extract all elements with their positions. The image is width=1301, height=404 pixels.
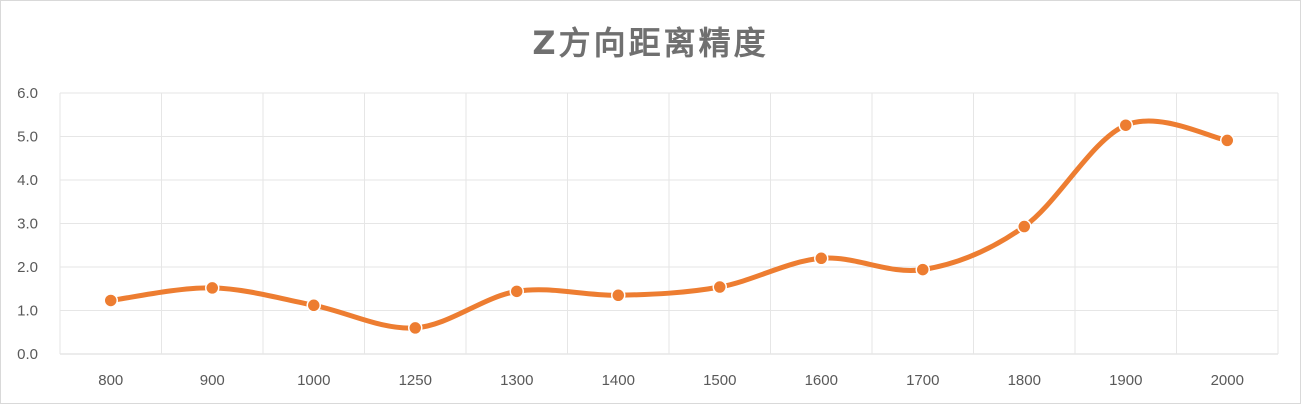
y-tick-label: 5.0 xyxy=(17,129,38,146)
y-tick-label: 2.0 xyxy=(17,259,38,276)
x-tick-label: 1700 xyxy=(906,372,939,389)
y-tick-label: 3.0 xyxy=(17,216,38,233)
y-tick-label: 6.0 xyxy=(17,85,38,102)
x-tick-label: 1900 xyxy=(1109,372,1142,389)
x-tick-label: 1000 xyxy=(297,372,330,389)
data-point[interactable] xyxy=(205,280,220,296)
series-group xyxy=(103,117,1235,336)
x-tick-label: 900 xyxy=(200,372,225,389)
data-point[interactable] xyxy=(509,284,524,299)
x-tick-label: 1250 xyxy=(399,372,432,389)
chart-title: Z方向距离精度 xyxy=(532,24,769,62)
data-point[interactable] xyxy=(408,320,423,336)
data-point[interactable] xyxy=(1118,117,1133,133)
x-axis: 800 900 1000 1250 1300 1400 1500 1600 1700 1800 19… xyxy=(98,372,1244,389)
x-tick-label: 1300 xyxy=(500,372,533,389)
x-tick-label: 800 xyxy=(98,372,123,389)
x-tick-label: 2000 xyxy=(1211,372,1244,389)
data-point[interactable] xyxy=(1220,133,1235,148)
data-point[interactable] xyxy=(611,288,626,303)
data-point[interactable] xyxy=(712,279,727,295)
x-tick-label: 1500 xyxy=(703,372,736,389)
data-point[interactable] xyxy=(915,262,930,277)
x-tick-label: 1600 xyxy=(805,372,838,389)
series-line xyxy=(108,118,1230,331)
data-point[interactable] xyxy=(814,251,829,266)
y-tick-label: 1.0 xyxy=(17,303,38,320)
data-point[interactable] xyxy=(306,298,321,313)
data-point[interactable] xyxy=(103,293,118,308)
x-tick-label: 1400 xyxy=(602,372,635,389)
data-point[interactable] xyxy=(1017,219,1032,234)
grid-lines xyxy=(59,92,1279,355)
y-tick-label: 4.0 xyxy=(17,172,38,189)
x-tick-label: 1800 xyxy=(1008,372,1041,389)
y-axis: 0.0 1.0 2.0 3.0 4.0 5.0 6.0 xyxy=(17,85,38,363)
y-tick-label: 0.0 xyxy=(17,346,38,363)
